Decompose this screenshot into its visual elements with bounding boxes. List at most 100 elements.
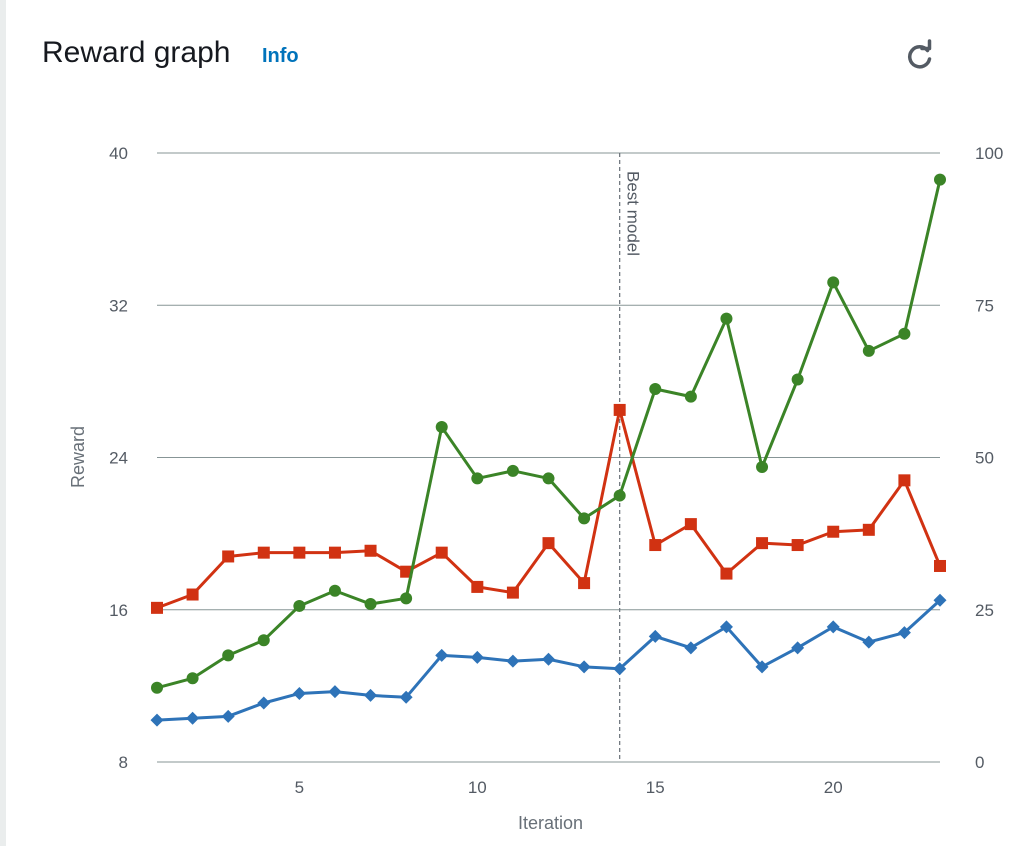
data-point	[328, 584, 341, 597]
data-point	[862, 523, 875, 536]
panel-header: Reward graph Info	[40, 30, 1000, 80]
data-point	[934, 173, 946, 186]
data-point	[577, 660, 591, 674]
y-tick-label: 40	[109, 144, 128, 163]
data-point	[257, 696, 271, 710]
data-point	[222, 649, 235, 662]
data-point	[293, 546, 306, 559]
series-circle	[151, 173, 946, 694]
data-point	[791, 373, 804, 386]
data-point	[470, 650, 484, 664]
data-point	[364, 598, 377, 611]
panel-left-border	[0, 0, 6, 846]
data-point	[578, 577, 591, 590]
data-point	[756, 537, 769, 550]
data-point	[400, 592, 413, 605]
data-point	[613, 403, 626, 416]
data-point	[720, 312, 733, 325]
x-tick-label: 10	[468, 778, 487, 797]
y-tick-label: 32	[109, 296, 128, 315]
y2-tick-label: 75	[975, 296, 994, 315]
data-point	[328, 546, 341, 559]
data-point	[826, 620, 840, 634]
best-model-label: Best model	[624, 171, 643, 256]
y2-tick-label: 50	[975, 449, 994, 468]
data-point	[578, 512, 591, 525]
data-point	[898, 327, 911, 340]
data-point	[221, 709, 235, 723]
y-axis-left: 8 16 24 32 40	[109, 144, 128, 772]
data-point	[933, 593, 947, 607]
refresh-icon	[908, 39, 932, 69]
data-point	[649, 382, 662, 395]
data-point	[186, 672, 199, 685]
data-point	[719, 620, 733, 634]
data-point	[222, 550, 235, 563]
data-point	[684, 518, 697, 531]
data-point	[506, 654, 520, 668]
data-point	[257, 546, 270, 559]
data-point	[292, 686, 306, 700]
info-link[interactable]: Info	[262, 45, 299, 67]
data-point	[897, 626, 911, 640]
data-point	[151, 601, 163, 614]
data-point	[756, 461, 769, 474]
data-point	[542, 472, 555, 485]
data-point	[827, 525, 840, 538]
data-point	[364, 688, 378, 702]
data-point	[471, 580, 484, 593]
y2-tick-label: 25	[975, 601, 994, 620]
data-point	[613, 662, 627, 676]
data-point	[150, 713, 164, 727]
data-point	[684, 390, 697, 403]
data-point	[364, 544, 377, 557]
x-tick-label: 15	[646, 778, 665, 797]
data-point	[862, 344, 875, 357]
y-axis-right: 0 25 50 75 100	[975, 144, 1003, 772]
data-point	[898, 474, 911, 487]
page-title: Reward graph	[42, 36, 231, 69]
y-axis-title: Reward	[68, 426, 88, 488]
data-point	[435, 546, 448, 559]
refresh-button[interactable]	[900, 36, 940, 76]
series-square	[151, 403, 946, 614]
data-point	[648, 629, 662, 643]
data-point	[506, 586, 519, 599]
y2-tick-label: 0	[975, 753, 984, 772]
y-tick-label: 8	[119, 753, 128, 772]
data-point	[684, 641, 698, 655]
x-tick-label: 20	[824, 778, 843, 797]
data-point	[151, 681, 163, 694]
data-point	[186, 588, 199, 601]
data-point	[862, 635, 876, 649]
data-point	[257, 634, 270, 647]
data-point	[613, 489, 626, 502]
grid-lines	[157, 152, 940, 763]
data-point	[649, 539, 662, 552]
data-point	[435, 648, 449, 662]
data-point	[791, 539, 804, 552]
data-point	[827, 276, 840, 289]
data-point	[720, 567, 733, 580]
data-point	[435, 421, 448, 434]
y-tick-label: 24	[109, 449, 128, 468]
x-axis: 5 10 15 20	[295, 778, 843, 797]
data-point	[542, 652, 555, 666]
data-point	[186, 711, 200, 725]
series-line	[156, 408, 942, 610]
data-point	[471, 472, 484, 485]
data-point	[328, 685, 342, 699]
data-point	[293, 599, 306, 612]
x-axis-title: Iteration	[518, 813, 583, 833]
series-diamond	[150, 593, 947, 727]
data-point	[506, 464, 519, 477]
data-point	[542, 537, 555, 550]
data-point	[791, 641, 805, 655]
data-point	[399, 690, 413, 704]
y2-tick-label: 100	[975, 144, 1003, 163]
series-line	[156, 179, 942, 690]
series-layer	[150, 173, 947, 727]
data-point	[400, 565, 413, 578]
best-model-annotation: Best model	[619, 153, 643, 762]
